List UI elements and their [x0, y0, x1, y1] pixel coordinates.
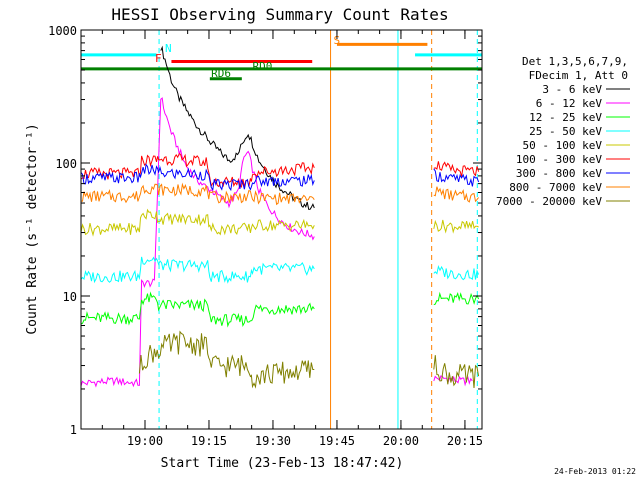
series-line-2-seg-0: [80, 291, 315, 328]
legend-header-line: Det 1,3,5,6,7,9,: [522, 55, 628, 68]
x-tick-label: 19:45: [319, 434, 355, 448]
series-line-8-seg-0: [138, 330, 315, 389]
flag-label-f: F: [155, 52, 162, 65]
y-tick-label: 1: [70, 423, 77, 437]
legend-entry-label: 25 - 50 keV: [529, 125, 602, 138]
y-axis-label: Count Rate (s⁻¹ detector⁻¹): [25, 123, 40, 334]
series-line-7-seg-0: [80, 182, 315, 206]
chart-title: HESSI Observing Summary Count Rates: [111, 5, 448, 24]
y-tick-label: 1000: [48, 24, 77, 38]
series-line-3-seg-0: [80, 256, 315, 284]
legend-entry-label: 50 - 100 keV: [523, 139, 603, 152]
legend-entry-label: 300 - 800 keV: [516, 167, 602, 180]
series-line-1-seg-0: [80, 97, 315, 388]
x-tick-label: 19:30: [255, 434, 291, 448]
series-line-4-seg-0: [80, 208, 315, 237]
legend-entry-label: 6 - 12 keV: [536, 97, 603, 110]
x-tick-label: 19:00: [127, 434, 163, 448]
plot-content: NF RD0 RD6 S: [80, 30, 482, 429]
series-line-5-seg-0: [80, 153, 315, 188]
generation-timestamp: 24-Feb-2013 01:22: [554, 467, 636, 476]
legend-entry-label: 100 - 300 keV: [516, 153, 602, 166]
plot-frame: [80, 29, 483, 430]
legend-entry-label: 12 - 25 keV: [529, 111, 602, 124]
series-line-2-seg-1: [433, 291, 480, 306]
series-line-6-seg-0: [80, 163, 315, 192]
flag-label-n: N: [165, 42, 172, 55]
legend: Det 1,3,5,6,7,9,FDecim 1, Att 03 - 6 keV…: [496, 55, 630, 208]
series-line-3-seg-1: [433, 264, 480, 281]
x-tick-label: 20:15: [447, 434, 483, 448]
plot-axes: 1 10 100 1000 19:00 19:15 19:30 19:45 20:00 20:15: [48, 24, 483, 448]
series-line-7-seg-1: [433, 186, 479, 203]
x-tick-label: 19:15: [191, 434, 227, 448]
series-line-0-seg-0: [160, 45, 315, 210]
series-line-6-seg-1: [433, 168, 480, 187]
legend-entry-label: 7000 - 20000 keV: [496, 195, 602, 208]
y-tick-label: 100: [55, 157, 77, 171]
chart-labels: HESSI Observing Summary Count Rates Star…: [25, 5, 636, 476]
x-axis-label: Start Time (23-Feb-13 18:47:42): [161, 456, 404, 471]
legend-header-line: FDecim 1, Att 0: [529, 69, 628, 82]
legend-entry-label: 3 - 6 keV: [542, 83, 602, 96]
series-line-5-seg-1: [433, 161, 480, 177]
flag-label-s: S: [334, 34, 341, 47]
legend-entry-label: 800 - 7000 keV: [509, 181, 602, 194]
flag-label-rd0: RD0: [252, 60, 272, 73]
y-tick-label: 10: [63, 290, 77, 304]
series-line-4-seg-1: [433, 219, 479, 234]
flag-label-rd6: RD6: [211, 67, 231, 80]
x-tick-label: 20:00: [383, 434, 419, 448]
series-line-8-seg-1: [433, 355, 480, 389]
